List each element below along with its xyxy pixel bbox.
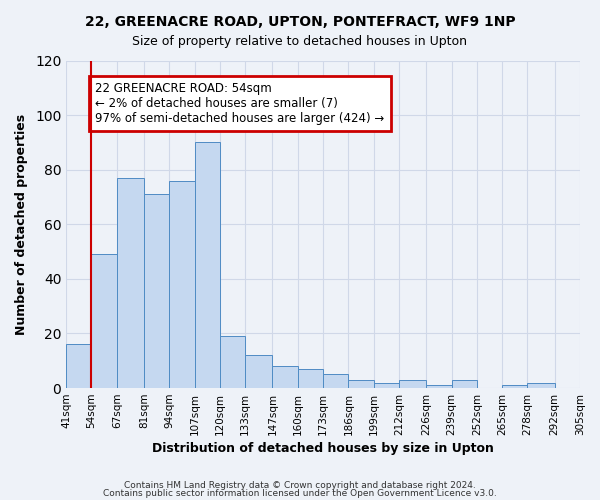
Bar	[272, 366, 298, 388]
Text: 22, GREENACRE ROAD, UPTON, PONTEFRACT, WF9 1NP: 22, GREENACRE ROAD, UPTON, PONTEFRACT, W…	[85, 15, 515, 29]
Bar	[399, 380, 426, 388]
Bar	[426, 386, 452, 388]
X-axis label: Distribution of detached houses by size in Upton: Distribution of detached houses by size …	[152, 442, 494, 455]
Bar	[374, 382, 399, 388]
Bar	[220, 336, 245, 388]
Bar	[245, 356, 272, 388]
Bar	[144, 194, 169, 388]
Y-axis label: Number of detached properties: Number of detached properties	[15, 114, 28, 335]
Bar	[323, 374, 349, 388]
Text: Contains HM Land Registry data © Crown copyright and database right 2024.: Contains HM Land Registry data © Crown c…	[124, 481, 476, 490]
Text: Contains public sector information licensed under the Open Government Licence v3: Contains public sector information licen…	[103, 488, 497, 498]
Bar	[169, 180, 194, 388]
Text: Size of property relative to detached houses in Upton: Size of property relative to detached ho…	[133, 35, 467, 48]
Bar	[117, 178, 144, 388]
Bar	[452, 380, 477, 388]
Bar	[66, 344, 91, 388]
Bar	[527, 382, 554, 388]
Bar	[349, 380, 374, 388]
Bar	[91, 254, 117, 388]
Bar	[194, 142, 220, 388]
Bar	[502, 386, 527, 388]
Text: 22 GREENACRE ROAD: 54sqm
← 2% of detached houses are smaller (7)
97% of semi-det: 22 GREENACRE ROAD: 54sqm ← 2% of detache…	[95, 82, 385, 126]
Bar	[298, 369, 323, 388]
